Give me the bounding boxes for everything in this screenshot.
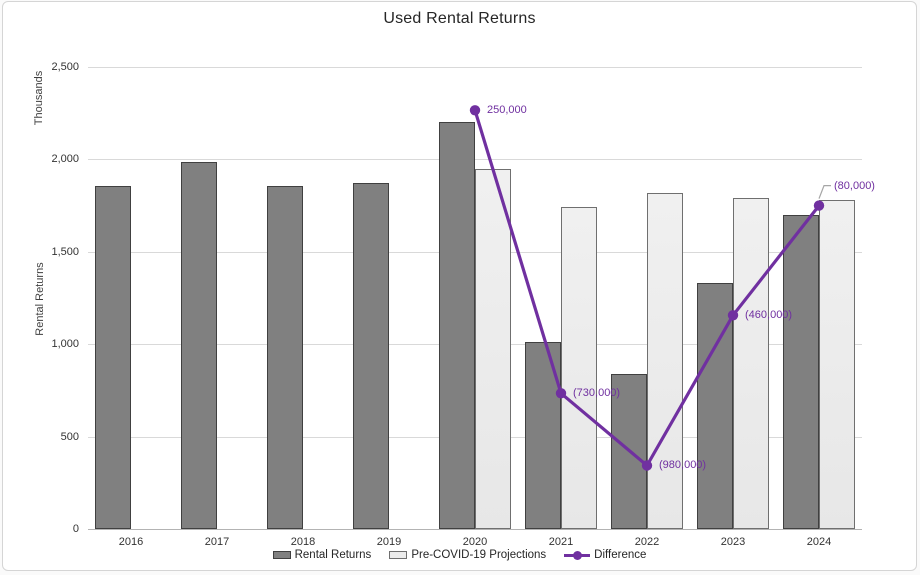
y-tick-label: 2,000 xyxy=(51,153,79,165)
gridline xyxy=(88,67,862,68)
bar-projection-2022 xyxy=(647,192,683,529)
bar-rental-returns-2019 xyxy=(353,182,389,529)
x-tick-label: 2023 xyxy=(720,536,746,548)
legend-item-0: Rental Returns xyxy=(272,549,372,561)
legend-item-2: Difference xyxy=(564,549,646,561)
y-tick-label: 1,000 xyxy=(51,338,79,350)
legend-line-icon xyxy=(564,550,591,560)
bar-rental-returns-2016 xyxy=(95,186,131,529)
y-tick-label: 1,500 xyxy=(51,246,79,258)
difference-point-label: (80,000) xyxy=(834,179,875,192)
x-tick-label: 2024 xyxy=(806,536,832,548)
y-tick-label: 0 xyxy=(72,523,79,535)
bar-rental-returns-2017 xyxy=(181,162,217,529)
x-tick-label: 2016 xyxy=(118,536,144,548)
difference-point-label: (730,000) xyxy=(573,387,621,400)
bar-projection-2023 xyxy=(733,198,769,529)
bar-projection-2024 xyxy=(819,200,855,529)
legend-line-dot xyxy=(573,550,583,560)
legend-swatch-icon xyxy=(389,551,408,559)
bar-rental-returns-2023 xyxy=(697,283,733,529)
x-tick-label: 2019 xyxy=(376,536,402,548)
chart-title: Used Rental Returns xyxy=(383,10,536,27)
bar-projection-2021 xyxy=(561,207,597,529)
x-tick-label: 2017 xyxy=(204,536,230,548)
y-tick-label: 2,500 xyxy=(51,61,79,73)
difference-point-label: 250,000 xyxy=(487,104,527,117)
label-leader-line xyxy=(818,185,831,199)
x-tick-label: 2022 xyxy=(634,536,660,548)
legend-swatch-icon xyxy=(272,551,291,559)
bar-projection-2020 xyxy=(475,168,511,529)
difference-point-label: (980,000) xyxy=(659,459,707,472)
gridline xyxy=(88,159,862,160)
bar-rental-returns-2020 xyxy=(439,122,475,529)
bar-rental-returns-2018 xyxy=(267,186,303,529)
x-tick-label: 2018 xyxy=(290,536,316,548)
x-tick-label: 2021 xyxy=(548,536,574,548)
difference-marker xyxy=(469,105,481,116)
x-axis-line xyxy=(88,529,862,530)
legend-label: Rental Returns xyxy=(294,549,372,561)
legend-label: Pre-COVID-19 Projections xyxy=(411,549,547,561)
x-tick-label: 2020 xyxy=(462,536,488,548)
legend: Rental Returns Pre-COVID-19 Projections Di… xyxy=(3,549,916,561)
difference-point-label: (460,000) xyxy=(745,309,793,322)
bar-rental-returns-2021 xyxy=(525,342,561,529)
bar-rental-returns-2024 xyxy=(783,214,819,529)
y-tick-label: 500 xyxy=(60,431,79,443)
legend-item-1: Pre-COVID-19 Projections xyxy=(389,549,546,561)
y-axis-title: Rental Returns xyxy=(34,262,46,336)
legend-label: Difference xyxy=(594,549,647,561)
